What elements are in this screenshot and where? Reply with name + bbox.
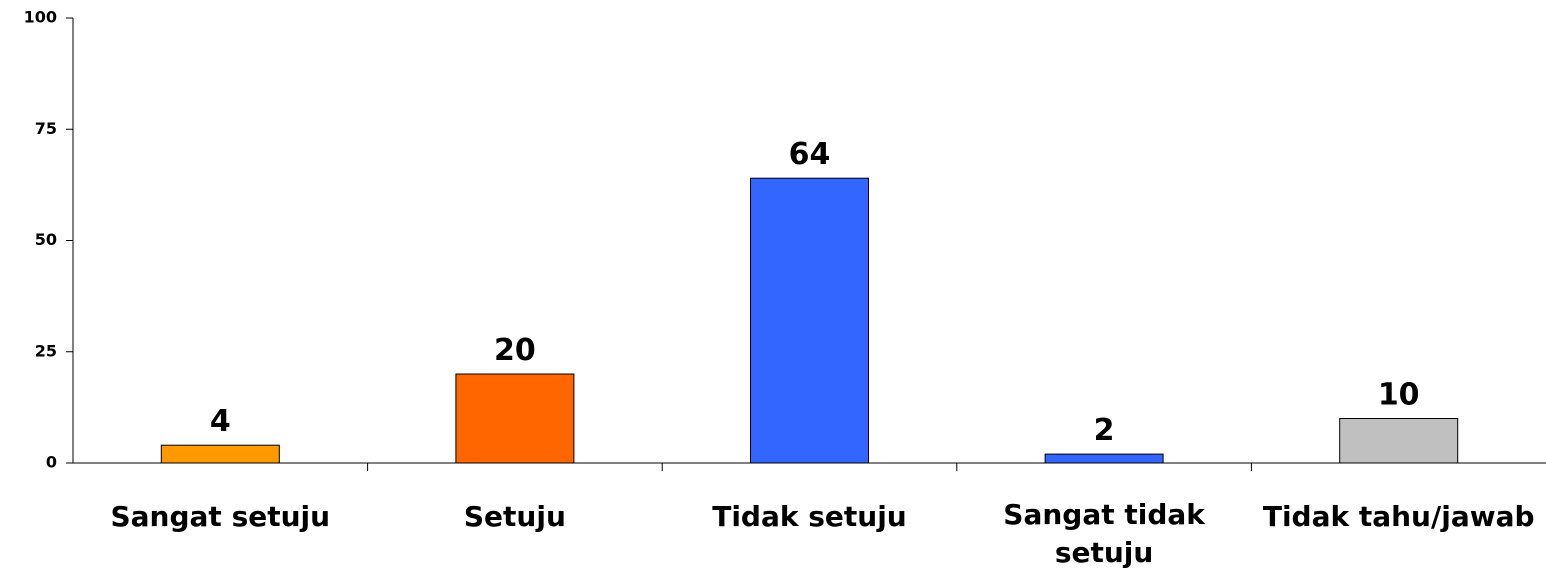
- y-tick-label: 75: [35, 119, 57, 138]
- x-tick-label: Setuju: [464, 500, 566, 533]
- y-tick-label: 25: [35, 341, 57, 360]
- value-label: 4: [210, 404, 231, 439]
- bar: [455, 373, 575, 464]
- y-tick-label: 50: [35, 230, 57, 249]
- x-tick-label: Tidak setuju: [712, 500, 907, 533]
- x-tick-label-line: Sangat tidak: [1003, 498, 1206, 531]
- bar: [160, 444, 280, 464]
- x-tick-label: Sangat setuju: [111, 500, 331, 533]
- x-tick-label-line: setuju: [1055, 536, 1154, 569]
- x-tick-label: Sangat tidak setuju: [1003, 498, 1206, 569]
- y-tick-label: 0: [46, 453, 57, 472]
- value-label: 20: [494, 333, 536, 368]
- y-tick-label: 100: [24, 8, 57, 27]
- x-tick-label: Tidak tahu/jawab: [1263, 500, 1535, 533]
- bar: [1339, 418, 1459, 464]
- bar: [750, 177, 869, 464]
- value-label: 10: [1378, 378, 1420, 413]
- bar: [1044, 453, 1164, 464]
- value-label: 2: [1094, 413, 1115, 448]
- value-label: 64: [789, 137, 831, 172]
